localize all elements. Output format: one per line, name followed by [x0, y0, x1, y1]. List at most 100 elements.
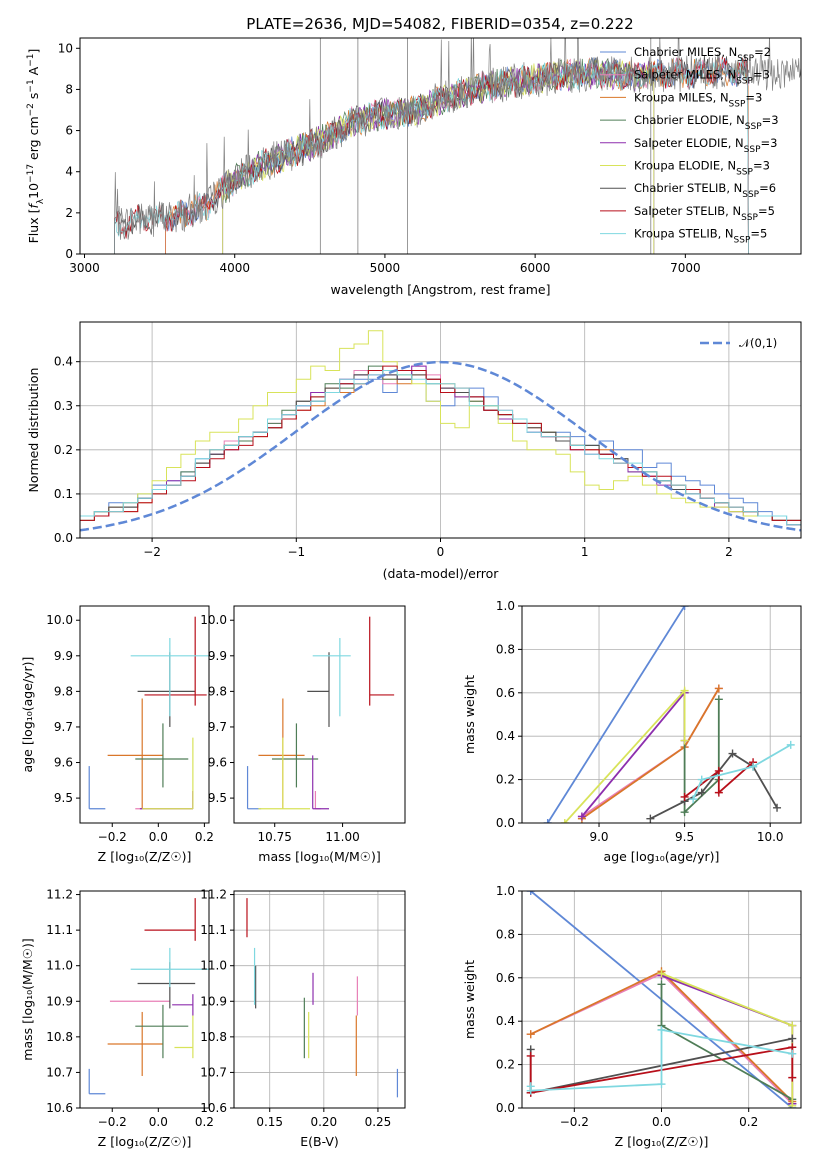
residuals-ytick-label: 0.0 — [54, 531, 73, 545]
weight_vs_Z-series-kroupa-stelib-marker — [788, 1049, 797, 1058]
spectrum-ytick-label: 8 — [65, 82, 73, 96]
weight_vs_age-series-salpeter-stelib — [684, 761, 754, 798]
weight_vs_Z-plot-area — [526, 891, 797, 1108]
weight_vs_Z-series-kroupa-elodie-marker — [788, 1021, 797, 1030]
mass_vs_ebv-ytick-label: 10.7 — [200, 1065, 227, 1079]
weight_vs_Z-series-chabrier-elodie-marker — [657, 980, 666, 989]
mass_vs_ebv-ytick-label: 10.6 — [200, 1101, 227, 1115]
mass_vs_ebv-xtick-label: 0.20 — [310, 1115, 337, 1129]
spectrum-xlabel: wavelength [Angstrom, rest frame] — [330, 282, 550, 297]
spectrum-legend-label: Chabrier STELIB, NSSP=6 — [634, 181, 776, 200]
spectrum-axes-frame — [79, 37, 802, 255]
age_vs_Z-ytick-label: 9.9 — [54, 649, 73, 663]
weight_vs_age-series-kroupa-stelib-marker — [689, 795, 698, 804]
age_vs_Z-ytick-label: 9.7 — [54, 720, 73, 734]
weight_vs_age-series-chabrier-miles-marker — [680, 606, 689, 610]
age_vs_mass-xlabel: mass [log₁₀(M/M☉)] — [258, 849, 380, 864]
age_vs_Z-xlabel: Z [log₁₀(Z/Z☉)] — [98, 849, 192, 864]
weight_vs_Z-series-kroupa-elodie-marker — [657, 969, 666, 978]
spectrum-xtick-label: 7000 — [670, 261, 701, 275]
weight_vs_age-series-kroupa-stelib-marker — [697, 775, 706, 784]
mass_vs_Z-plot-area — [88, 898, 209, 1095]
spectrum-xtick-label: 6000 — [520, 261, 551, 275]
age_vs_Z-ytick-label: 9.5 — [54, 791, 73, 805]
mass_vs_ebv-ytick-label: 11.0 — [200, 959, 227, 973]
age_vs_Z-ylabel: age [log₁₀(age/yr)] — [20, 657, 35, 773]
weight_vs_Z-ytick-label: 0.4 — [496, 1014, 515, 1028]
age_vs_Z-plot-area — [88, 616, 209, 810]
residuals-xtick-label: −2 — [143, 545, 161, 559]
age_vs_Z-ytick-label: 9.8 — [54, 684, 73, 698]
spectrum-legend-label: Chabrier ELODIE, NSSP=3 — [634, 113, 779, 132]
weight_vs_age-axes-frame — [521, 605, 802, 824]
weight_vs_Z-ytick-label: 0.8 — [496, 927, 515, 941]
age_vs_mass-ytick-label: 9.6 — [208, 756, 227, 770]
weight_vs_Z-ytick-label: 0.6 — [496, 971, 515, 985]
weight_vs_age-ytick-label: 0.2 — [496, 773, 515, 787]
weight_vs_age-series-kroupa-stelib-marker — [749, 762, 758, 771]
residuals-xtick-label: 1 — [581, 545, 589, 559]
spectrum-xtick-label: 5000 — [370, 261, 401, 275]
mass_vs_Z-ytick-label: 10.6 — [46, 1101, 73, 1115]
weight_vs_age-series-kroupa-stelib-marker — [786, 740, 795, 749]
weight_vs_age-series-chabrier-elodie-marker — [714, 695, 723, 704]
mass_vs_ebv-ytick-label: 10.9 — [200, 994, 227, 1008]
weight_vs_age-series-kroupa-miles-marker — [714, 684, 723, 693]
residuals-plot-area — [80, 330, 801, 532]
residuals-hist-kroupa-elodie — [80, 330, 801, 521]
weight_vs_Z-series-kroupa-miles-marker — [526, 1030, 535, 1039]
weight_vs_Z-ylabel: mass weight — [462, 960, 477, 1039]
mass_vs_ebv-ytick-label: 11.1 — [200, 923, 227, 937]
weight_vs_Z-ytick-label: 0.2 — [496, 1058, 515, 1072]
age_vs_mass-ytick-label: 9.5 — [208, 791, 227, 805]
age_vs_mass-ytick-label: 10.0 — [200, 613, 227, 627]
mass_vs_Z-ytick-label: 10.7 — [46, 1065, 73, 1079]
weight_vs_Z-xtick-label: −0.2 — [560, 1115, 589, 1129]
weight_vs_age-series-kroupa-stelib — [692, 744, 792, 800]
residuals-ytick-label: 0.4 — [54, 355, 73, 369]
weight_vs_age-series-chabrier-stelib-marker — [728, 749, 737, 758]
weight_vs_age-series-salpeter-elodie-marker — [577, 812, 586, 821]
weight_vs_Z-xlabel: Z [log₁₀(Z/Z☉)] — [615, 1134, 709, 1149]
residuals-xtick-label: −1 — [287, 545, 305, 559]
weight_vs_age-series-salpeter-stelib-marker — [680, 792, 689, 801]
age_vs_Z-xtick-label: 0.0 — [149, 830, 168, 844]
residuals-legend-label: 𝒩(0,1) — [739, 336, 777, 350]
age_vs_Z-ytick-label: 10.0 — [46, 613, 73, 627]
weight_vs_Z-series-chabrier-stelib-marker — [788, 1034, 797, 1043]
residuals-normal-curve — [80, 360, 801, 532]
residuals-xtick-label: 2 — [725, 545, 733, 559]
age_vs_Z-xtick-label: −0.2 — [98, 830, 127, 844]
mass_vs_Z-ytick-label: 11.0 — [46, 959, 73, 973]
spectrum-legend-label: Salpeter STELIB, NSSP=5 — [634, 204, 775, 223]
age_vs_mass-axes-frame — [233, 605, 406, 824]
age_vs_mass-ytick-label: 9.7 — [208, 720, 227, 734]
weight_vs_age-ylabel: mass weight — [462, 675, 477, 754]
residuals-ytick-label: 0.2 — [54, 443, 73, 457]
age_vs_mass-plot-area — [246, 616, 395, 810]
mass_vs_Z-xtick-label: 0.2 — [195, 1115, 214, 1129]
mass_vs_Z-axes-frame — [79, 890, 210, 1109]
mass_vs_ebv-xlabel: E(B-V) — [300, 1134, 339, 1149]
mass_vs_Z-xtick-label: −0.2 — [98, 1115, 127, 1129]
weight_vs_age-plot-area — [543, 606, 795, 823]
weight_vs_age-series-chabrier-stelib-marker — [697, 788, 706, 797]
mass_vs_Z-ytick-label: 10.9 — [46, 994, 73, 1008]
spectrum-legend-label: Salpeter ELODIE, NSSP=3 — [634, 136, 777, 155]
weight_vs_age-series-salpeter-stelib-marker — [714, 766, 723, 775]
weight_vs_Z-series-kroupa-stelib-marker — [526, 1086, 535, 1095]
spectrum-ytick-label: 6 — [65, 124, 73, 138]
spectrum-ytick-label: 2 — [65, 206, 73, 220]
weight_vs_age-series-salpeter-stelib-marker — [714, 788, 723, 797]
weight_vs_Z-ytick-label: 1.0 — [496, 884, 515, 898]
age_vs_mass-xtick-label: 10.75 — [258, 830, 292, 844]
spectrum-legend-label: Salpeter MILES, NSSP=3 — [634, 68, 770, 87]
weight_vs_Z-xtick-label: 0.2 — [739, 1115, 758, 1129]
weight_vs_Z-series-kroupa-stelib-marker — [657, 1080, 666, 1089]
mass_vs_ebv-ytick-label: 11.2 — [200, 888, 227, 902]
residuals-xlabel: (data-model)/error — [383, 566, 500, 581]
spectrum-xtick-label: 4000 — [219, 261, 250, 275]
weight_vs_age-ytick-label: 0.6 — [496, 686, 515, 700]
spectrum-ytick-label: 4 — [65, 165, 73, 179]
